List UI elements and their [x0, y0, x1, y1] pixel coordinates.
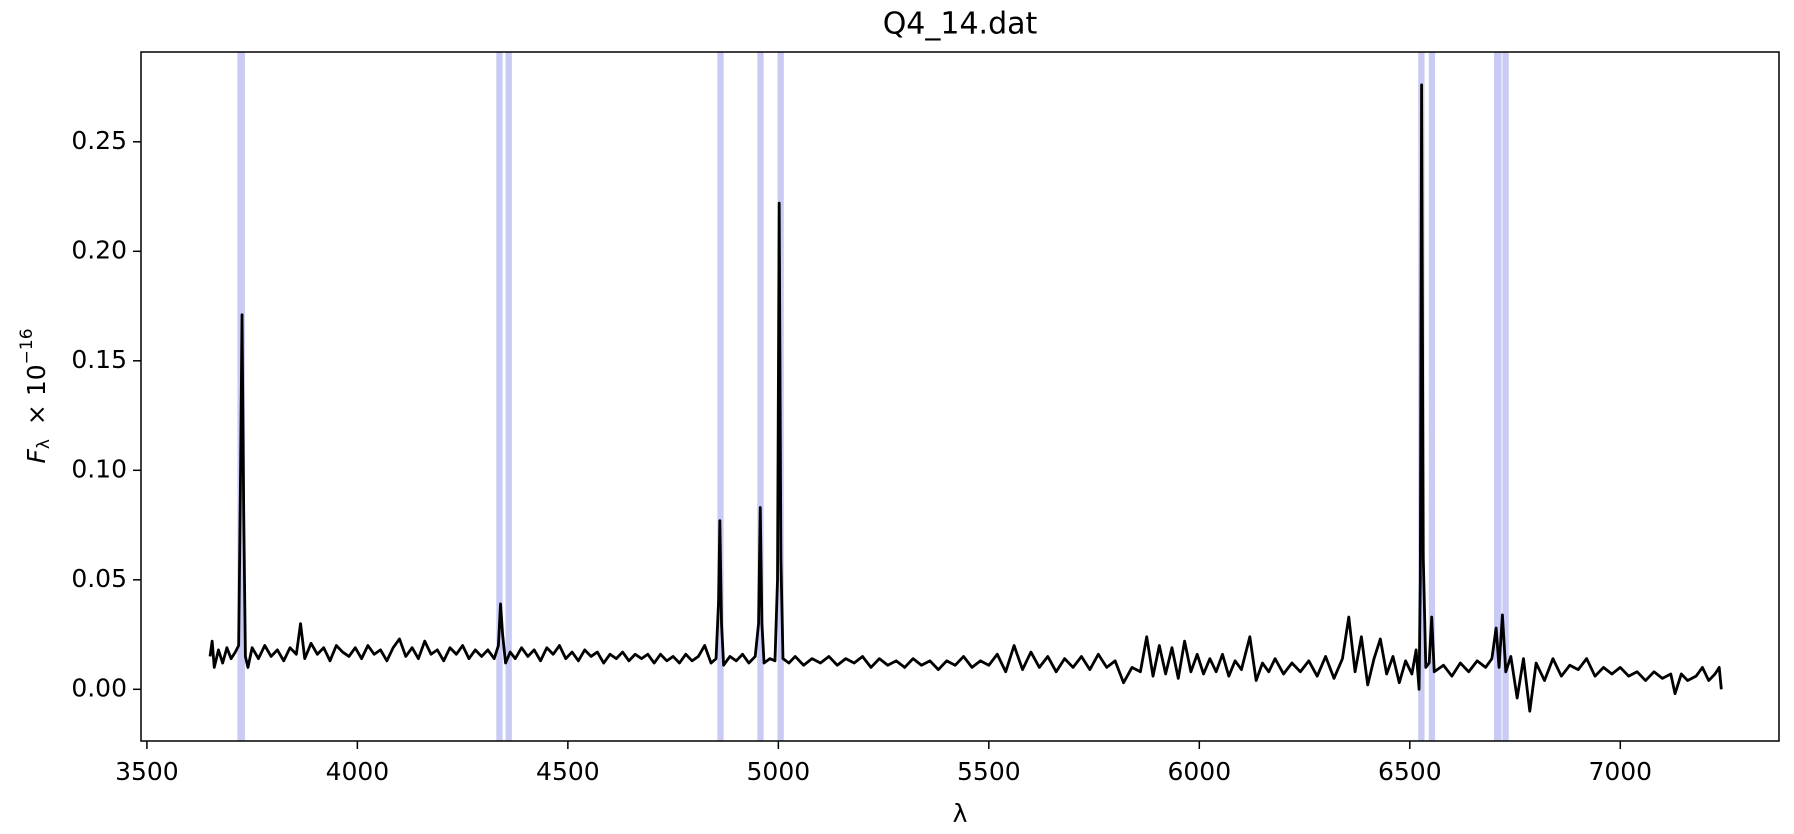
- y-label-sub: λ: [34, 439, 54, 449]
- line-span: [505, 52, 512, 741]
- x-tick-label: 3500: [115, 757, 179, 786]
- x-tick-label: 5000: [747, 757, 811, 786]
- y-axis-label-text: Fλ × 10−16: [17, 328, 54, 463]
- spectrum-line: [208, 83, 1723, 713]
- y-label-symbol: F: [22, 449, 51, 464]
- y-axis-label: Fλ × 10−16: [17, 328, 54, 463]
- x-tick-label: 7000: [1588, 757, 1652, 786]
- y-label-factor: × 10: [22, 364, 51, 425]
- line-span: [1502, 52, 1509, 741]
- y-tick-label: 0.20: [71, 235, 127, 264]
- x-tick-label: 4500: [536, 757, 600, 786]
- y-tick-label: 0.25: [71, 126, 127, 155]
- line-span: [717, 52, 724, 741]
- line-span: [1494, 52, 1502, 741]
- y-tick-label: 0.05: [71, 564, 127, 593]
- x-tick-label: 6500: [1378, 757, 1442, 786]
- x-tick-label: 5500: [957, 757, 1021, 786]
- y-tick-label: 0.00: [71, 673, 127, 702]
- x-tick-label: 4000: [326, 757, 390, 786]
- line-span: [496, 52, 503, 741]
- y-tick-label: 0.15: [71, 345, 127, 374]
- y-label-exp: −16: [17, 328, 37, 364]
- line-span: [757, 52, 764, 741]
- line-span: [1428, 52, 1436, 741]
- x-tick-label: 6000: [1168, 757, 1232, 786]
- x-axis-label: λ: [953, 799, 968, 828]
- plot-frame: [140, 51, 1780, 742]
- chart-title: Q4_14.dat: [883, 7, 1038, 42]
- y-tick-label: 0.10: [71, 454, 127, 483]
